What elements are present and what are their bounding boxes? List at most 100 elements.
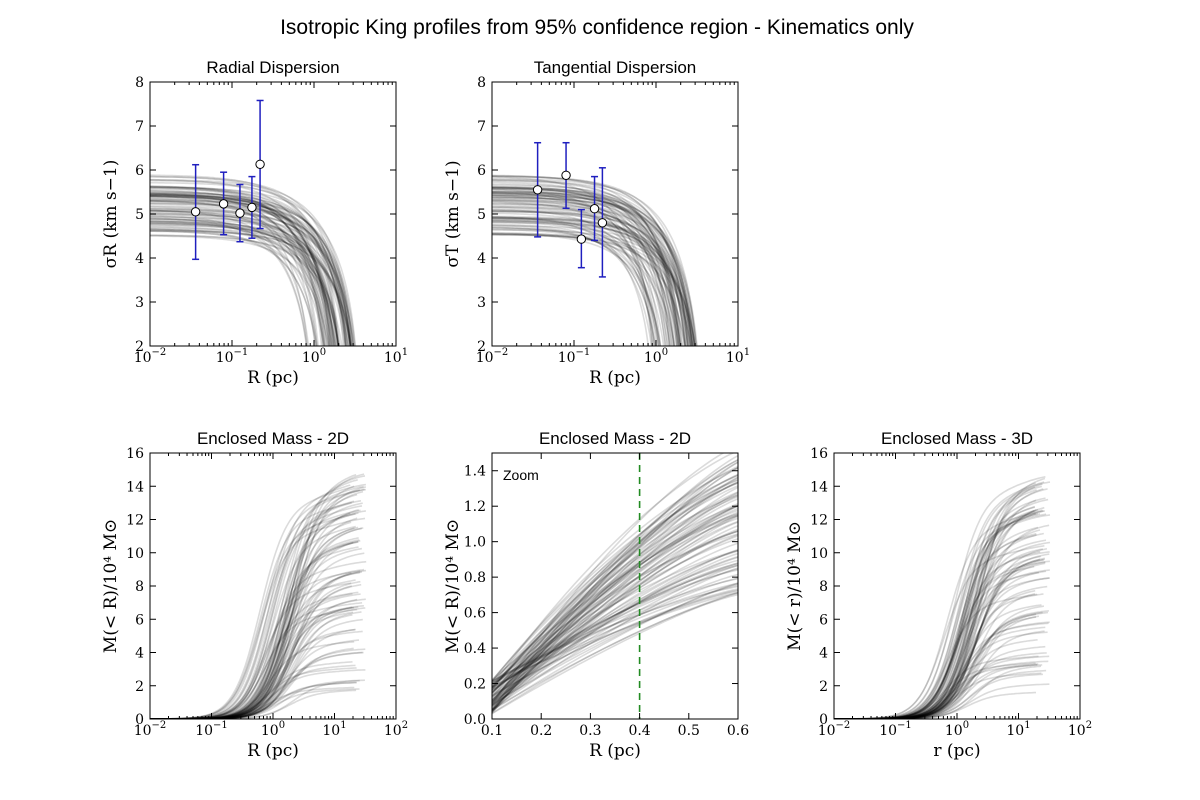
model-curve — [150, 681, 357, 719]
y-tick-label: 1.2 — [464, 499, 486, 515]
model-curve — [492, 592, 738, 715]
model-curve — [834, 613, 1037, 719]
model-curve — [492, 192, 689, 346]
model-curve — [150, 210, 325, 346]
y-tick-label: 8 — [135, 75, 144, 91]
model-curve — [150, 226, 330, 346]
model-curve — [492, 548, 738, 705]
x-axis-label: R (pc) — [247, 741, 299, 761]
model-curve — [150, 194, 319, 346]
model-curve — [492, 567, 738, 711]
y-tick-label: 10 — [126, 546, 144, 562]
model-curve — [150, 648, 366, 719]
model-curve — [492, 582, 738, 682]
data-point — [255, 159, 265, 169]
model-curve — [492, 453, 725, 706]
model-curve — [150, 228, 340, 346]
model-curve — [150, 689, 357, 719]
model-curve — [150, 212, 339, 346]
model-curve — [492, 192, 690, 346]
x-tick-label: 101 — [384, 347, 408, 366]
model-curve — [150, 229, 318, 346]
model-curve — [150, 651, 364, 719]
figure-title: Isotropic King profiles from 95% confide… — [280, 16, 914, 39]
model-curve — [492, 459, 738, 704]
y-axis-label: σR (km s−1) — [101, 160, 121, 269]
model-curve — [492, 210, 696, 346]
model-curve — [150, 228, 337, 346]
data-point — [576, 234, 587, 244]
model-curve — [492, 562, 738, 698]
model-curve — [492, 473, 738, 711]
model-curve — [150, 199, 316, 346]
y-tick-label: 1.0 — [464, 535, 486, 551]
x-tick-label: 101 — [1006, 720, 1030, 739]
y-tick-label: 16 — [126, 446, 144, 462]
model-curve — [492, 453, 735, 687]
model-curve — [492, 582, 738, 712]
x-tick-label: 0.4 — [628, 723, 650, 739]
model-curve — [492, 528, 738, 710]
x-tick-label: 0.6 — [727, 723, 749, 739]
model-curve — [150, 194, 339, 346]
model-curve — [150, 227, 352, 346]
model-curve — [492, 520, 738, 694]
model-curve — [492, 194, 682, 346]
model-curve — [834, 663, 1039, 719]
model-curve — [492, 178, 697, 346]
x-tick-label: 0.1 — [481, 723, 503, 739]
model-curve — [492, 191, 698, 346]
model-curve — [492, 563, 738, 684]
model-curve — [492, 509, 738, 706]
model-curve — [492, 530, 738, 694]
model-curve — [492, 454, 738, 711]
model-curve — [492, 461, 738, 713]
model-curve — [492, 550, 738, 701]
model-curve — [492, 556, 738, 691]
model-curve — [834, 605, 1045, 719]
model-curve — [834, 691, 1036, 719]
model-curve — [150, 190, 332, 346]
model-curve — [492, 210, 676, 346]
model-curve — [150, 208, 340, 346]
model-curve — [492, 505, 738, 707]
x-tick-label: 101 — [322, 720, 346, 739]
model-curve — [492, 197, 677, 346]
y-tick-label: 0 — [819, 712, 828, 728]
model-curve — [150, 210, 336, 346]
model-curve — [150, 223, 341, 346]
y-tick-label: 6 — [477, 163, 486, 179]
model-curve — [492, 216, 692, 346]
model-curve — [492, 206, 681, 346]
model-curve — [492, 535, 738, 696]
model-curve — [150, 189, 326, 346]
model-curve — [492, 474, 738, 689]
model-curve — [492, 507, 738, 712]
model-curve — [492, 591, 738, 685]
y-tick-label: 0.2 — [464, 677, 486, 693]
model-curve — [150, 195, 309, 346]
model-curve — [834, 683, 1050, 719]
model-curve — [492, 216, 650, 346]
y-axis-label: M(< r)/10⁴ M⊙ — [785, 521, 805, 651]
model-curve — [492, 533, 738, 685]
model-curve — [834, 547, 1048, 719]
model-curve — [150, 483, 366, 719]
model-curve — [492, 216, 660, 346]
model-curve — [834, 615, 1040, 719]
y-tick-label: 0.4 — [464, 641, 486, 657]
model-curve — [492, 467, 738, 682]
model-curve — [492, 542, 738, 703]
y-tick-label: 0.0 — [464, 712, 486, 728]
model-curve — [150, 186, 347, 346]
model-curve — [492, 192, 687, 346]
model-curve — [492, 591, 738, 711]
model-curve — [492, 564, 738, 703]
y-tick-label: 12 — [810, 513, 828, 529]
model-curve — [492, 210, 680, 346]
y-tick-label: 2 — [135, 679, 144, 695]
model-curve — [150, 580, 361, 719]
model-curve — [492, 504, 738, 698]
